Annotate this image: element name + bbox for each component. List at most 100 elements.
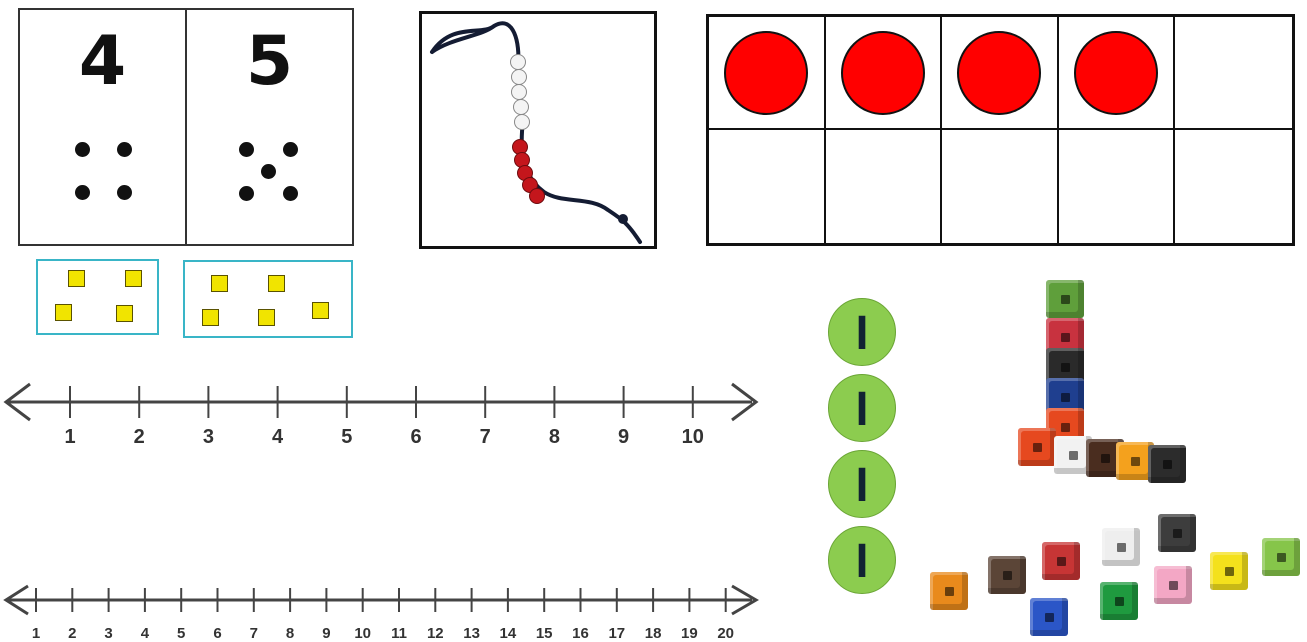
tick-label: 1 [32, 625, 40, 642]
square-group-five [183, 260, 353, 338]
tick-label: 8 [286, 625, 294, 642]
tick-label: 2 [134, 426, 145, 448]
dot [239, 186, 254, 201]
loose-cube [1154, 566, 1192, 604]
tick-label: 1 [64, 426, 75, 448]
ten-frame [706, 14, 1295, 246]
ones-counter-label: I [856, 536, 869, 584]
ones-counter: I [828, 374, 896, 442]
card-numeral: 4 [20, 28, 185, 96]
white-bead [511, 55, 526, 70]
bead-string-frame [419, 11, 657, 249]
tick-label: 11 [391, 625, 407, 642]
number-card-five: 5 [185, 10, 352, 244]
white-bead [515, 115, 530, 130]
tower-cube [1018, 428, 1056, 466]
tick-label: 16 [572, 625, 589, 642]
number-line-ten: 1 2 3 4 5 6 7 8 9 10 [0, 370, 780, 460]
loose-cube [1030, 598, 1068, 636]
tick-label: 13 [463, 625, 480, 642]
tick-label: 19 [681, 625, 698, 642]
white-bead [512, 85, 527, 100]
ones-counter-label: I [856, 460, 869, 508]
dot [283, 142, 298, 157]
yellow-square [268, 275, 285, 292]
tick-label: 5 [341, 426, 352, 448]
tick-label: 2 [68, 625, 76, 642]
tick-label: 17 [608, 625, 625, 642]
ones-counter-label: I [856, 384, 869, 432]
tick-label: 9 [618, 426, 629, 448]
ten-frame-cell [1059, 17, 1176, 130]
tick-label: 4 [141, 625, 150, 642]
red-counter [957, 31, 1041, 115]
yellow-square [68, 270, 85, 287]
tick-label: 6 [213, 625, 221, 642]
tick-label: 20 [717, 625, 734, 642]
tick-label: 8 [549, 426, 560, 448]
red-bead [513, 140, 528, 155]
tick-label: 10 [354, 625, 371, 642]
tick-label: 3 [104, 625, 112, 642]
red-counter [841, 31, 925, 115]
tick-label: 5 [177, 625, 185, 642]
red-bead [530, 189, 545, 204]
tick-label: 9 [322, 625, 330, 642]
tick-label: 3 [203, 426, 214, 448]
ones-counter: I [828, 526, 896, 594]
yellow-square [202, 309, 219, 326]
loose-cube [930, 572, 968, 610]
ten-frame-cell [1059, 130, 1176, 243]
white-bead [512, 70, 527, 85]
yellow-square [125, 270, 142, 287]
tick-label: 10 [682, 426, 704, 448]
red-counter [1074, 31, 1158, 115]
yellow-square [55, 304, 72, 321]
tower-cube [1046, 280, 1084, 318]
ten-frame-cell [709, 130, 826, 243]
loose-cube [1102, 528, 1140, 566]
red-bead [515, 153, 530, 168]
loose-cube [1158, 514, 1196, 552]
yellow-square [258, 309, 275, 326]
bead-string [422, 14, 654, 246]
square-group-four [36, 259, 159, 335]
card-numeral: 5 [187, 28, 352, 96]
ones-counter-label: I [856, 308, 869, 356]
ten-frame-cell [826, 17, 943, 130]
dot [239, 142, 254, 157]
ten-frame-cell [709, 17, 826, 130]
yellow-square [312, 302, 329, 319]
loose-cube [1210, 552, 1248, 590]
loose-cube [1100, 582, 1138, 620]
tick-label: 7 [480, 426, 491, 448]
number-cards: 4 5 [18, 8, 354, 246]
tick-label: 14 [500, 625, 517, 642]
dot [283, 186, 298, 201]
loose-cube [1262, 538, 1300, 576]
dot [117, 185, 132, 200]
tick-label: 4 [272, 426, 284, 448]
ones-counter: I [828, 450, 896, 518]
number-line-twenty: 1 2 3 4 5 6 7 8 9 10 11 12 13 14 15 16 17 18 19 20 [0, 578, 780, 642]
yellow-square [116, 305, 133, 322]
number-card-four: 4 [20, 10, 185, 244]
loose-cube [1042, 542, 1080, 580]
row-cube [1148, 445, 1186, 483]
ones-counter: I [828, 298, 896, 366]
dot [75, 185, 90, 200]
loose-cube [988, 556, 1026, 594]
ten-frame-cell [826, 130, 943, 243]
tick-label: 7 [250, 625, 258, 642]
ten-frame-cell [1175, 17, 1292, 130]
white-bead [514, 100, 529, 115]
tick-label: 12 [427, 625, 444, 642]
dot [261, 164, 276, 179]
tick-label: 18 [645, 625, 662, 642]
dot [75, 142, 90, 157]
yellow-square [211, 275, 228, 292]
ten-frame-cell [942, 17, 1059, 130]
tick-label: 6 [410, 426, 421, 448]
tick-label: 15 [536, 625, 553, 642]
ten-frame-cell [1175, 130, 1292, 243]
